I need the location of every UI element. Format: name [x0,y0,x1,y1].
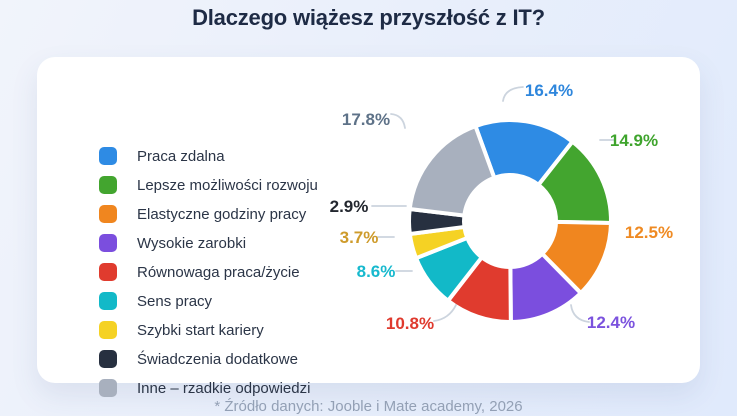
legend-swatch [99,292,117,310]
legend-swatch [99,350,117,368]
legend-swatch [99,205,117,223]
legend-swatch [99,379,117,397]
legend-item: Świadczenia dodatkowe [99,350,318,368]
legend-item: Szybki start kariery [99,321,318,339]
legend-label: Praca zdalna [137,147,225,165]
slice-value-label: 3.7% [339,228,379,247]
slice-value-label: 12.5% [624,223,674,242]
chart-legend: Praca zdalna Lepsze możliwości rozwoju Ela… [99,147,318,408]
legend-swatch [99,321,117,339]
legend-label: Inne – rzadkie odpowiedzi [137,379,311,397]
legend-label: Szybki start kariery [137,321,264,339]
legend-item: Równowaga praca/życie [99,263,318,281]
legend-label: Lepsze możliwości rozwoju [137,176,318,194]
legend-label: Świadczenia dodatkowe [137,350,298,368]
legend-swatch [99,234,117,252]
legend-item: Sens pracy [99,292,318,310]
legend-item: Inne – rzadkie odpowiedzi [99,379,318,397]
legend-swatch [99,147,117,165]
slice-value-label: 2.9% [329,197,369,216]
slice-value-label: 10.8% [385,314,435,333]
slice-value-label: 17.8% [341,110,391,129]
legend-label: Elastyczne godziny pracy [137,205,307,223]
legend-item: Wysokie zarobki [99,234,318,252]
chart-card: Praca zdalna Lepsze możliwości rozwoju Ela… [37,57,700,397]
legend-swatch [99,176,117,194]
slice-value-label: 12.4% [586,313,636,332]
slice-value-label: 16.4% [524,81,574,100]
legend-swatch [99,263,117,281]
legend-item: Lepsze możliwości rozwoju [99,176,318,194]
legend-item: Elastyczne godziny pracy [99,205,318,223]
legend-label: Wysokie zarobki [137,234,247,252]
source-footnote: * Źródło danych: Jooble i Mate academy, … [214,398,523,415]
page-title: Dlaczego wiążesz przyszłość z IT? [192,5,545,30]
slice-value-label: 8.6% [356,262,396,281]
slice-value-label: 14.9% [609,131,659,150]
legend-label: Równowaga praca/życie [137,263,300,281]
legend-item: Praca zdalna [99,147,318,165]
legend-label: Sens pracy [137,292,213,310]
